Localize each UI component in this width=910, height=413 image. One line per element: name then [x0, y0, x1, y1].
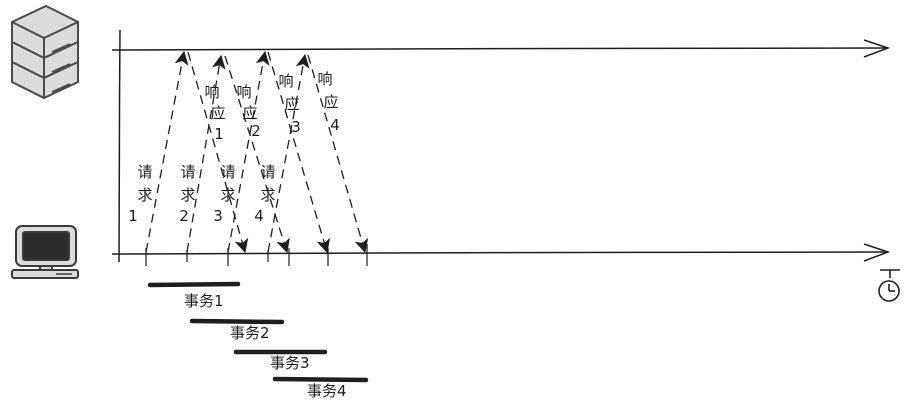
- response-arrow-4: [307, 54, 369, 254]
- request-label-2: 请 求 2: [179, 163, 195, 225]
- svg-text:3: 3: [291, 118, 301, 136]
- request-label-1: 请 求 1: [128, 163, 152, 225]
- svg-text:请: 请: [137, 163, 152, 181]
- transaction-bar-4: [272, 376, 369, 383]
- svg-text:响: 响: [278, 72, 293, 90]
- response-arrows: [187, 51, 369, 254]
- response-label-4: 响 应 4: [317, 70, 339, 134]
- transaction-bars: [147, 281, 369, 383]
- response-arrow-2: [224, 55, 290, 254]
- transaction-label-1: 事务1: [184, 292, 224, 310]
- svg-text:请: 请: [260, 163, 275, 181]
- request-arrow-4: [267, 53, 310, 253]
- timeline-ticks: [145, 244, 368, 266]
- svg-text:响: 响: [317, 70, 332, 88]
- response-label-2: 响 应 2: [236, 83, 260, 140]
- svg-text:求: 求: [220, 186, 235, 204]
- svg-text:4: 4: [254, 207, 264, 225]
- svg-text:应: 应: [323, 93, 338, 111]
- svg-text:应: 应: [242, 104, 257, 122]
- stopwatch-icon: [878, 269, 900, 302]
- svg-text:4: 4: [330, 116, 340, 134]
- vertical-axis: [118, 29, 121, 263]
- response-label-1: 响 应 1: [204, 83, 225, 143]
- svg-text:响: 响: [204, 83, 219, 101]
- svg-text:求: 求: [180, 186, 195, 204]
- request-labels: 请 求 1 请 求 2 请 求 3 请 求 4: [128, 163, 275, 225]
- svg-text:请: 请: [220, 163, 235, 181]
- client-timeline: [111, 243, 891, 262]
- transaction-labels: 事务1 事务2 事务3 事务4: [184, 292, 347, 400]
- response-arrow-3: [267, 51, 331, 254]
- server-icon: [11, 4, 79, 100]
- svg-text:求: 求: [137, 186, 152, 204]
- transaction-label-4: 事务4: [307, 382, 347, 400]
- transaction-bar-2: [189, 318, 285, 325]
- response-arrow-1: [187, 51, 249, 254]
- request-arrow-2: [186, 54, 226, 253]
- request-arrow-1: [145, 50, 189, 253]
- request-label-4: 请 求 4: [254, 163, 275, 225]
- computer-icon: [11, 225, 79, 279]
- request-arrow-3: [227, 50, 270, 253]
- svg-text:1: 1: [128, 207, 138, 225]
- transaction-label-3: 事务3: [270, 354, 310, 372]
- svg-text:请: 请: [180, 163, 195, 181]
- svg-text:2: 2: [251, 122, 261, 140]
- svg-text:求: 求: [260, 186, 275, 204]
- request-label-3: 请 求 3: [213, 163, 235, 225]
- transaction-bar-1: [147, 281, 241, 288]
- svg-text:1: 1: [214, 125, 224, 143]
- server-timeline: [111, 39, 891, 58]
- response-label-3: 响 应 3: [278, 72, 300, 136]
- response-labels: 响 应 1 响 应 2 响 应 3 响 应 4: [204, 70, 339, 143]
- svg-text:应: 应: [210, 104, 225, 122]
- request-arrows: [145, 50, 310, 253]
- svg-text:应: 应: [284, 95, 299, 113]
- svg-text:响: 响: [236, 83, 251, 101]
- transaction-label-2: 事务2: [230, 324, 270, 342]
- svg-text:3: 3: [213, 207, 223, 225]
- svg-text:2: 2: [179, 207, 189, 225]
